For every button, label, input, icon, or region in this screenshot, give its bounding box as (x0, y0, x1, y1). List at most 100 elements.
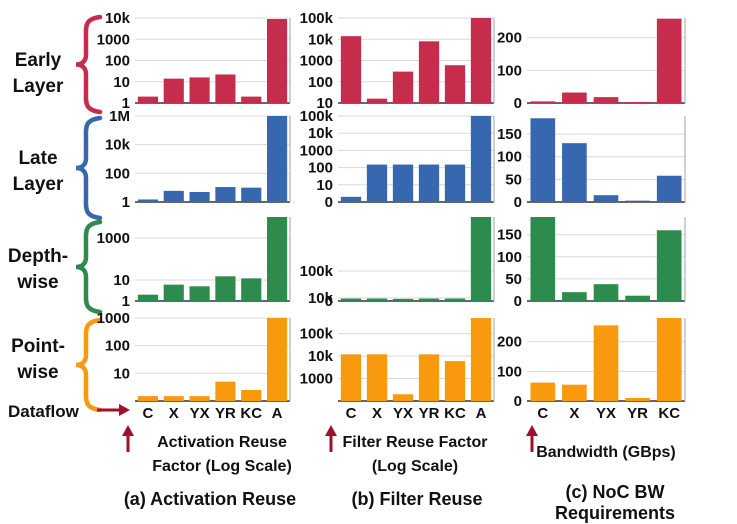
bar-early-c-yr (625, 102, 650, 103)
bar-late-c-yr (625, 200, 650, 202)
row-label-late: Late (18, 148, 57, 169)
bar-depth-c-c (530, 217, 556, 301)
x-tick-label: A (476, 405, 487, 422)
y-tick-label: 100 (105, 338, 130, 355)
bar-depth-a-yx (189, 286, 210, 301)
bar-depth-b-kc (444, 298, 466, 301)
brace-late (75, 115, 103, 221)
bar-late-c-yx (593, 195, 619, 202)
caption-col-2: (c) NoC BW (566, 482, 665, 502)
x-tick-label: YR (215, 405, 236, 422)
bar-point-c-yx (593, 325, 619, 401)
bar-late-a-yr (215, 187, 236, 202)
bar-point-b-yr (418, 354, 440, 401)
caption-col-2: Requirements (555, 503, 675, 523)
y-tick-label: 50 (505, 171, 522, 188)
x-tick-label: X (169, 405, 179, 422)
y-tick-label: 1000 (300, 371, 333, 388)
y-tick-label: 1000 (300, 53, 333, 70)
y-tick-label: 10 (113, 272, 130, 289)
bar-early-a-yr (215, 74, 236, 103)
y-tick-label: 10k (308, 290, 334, 307)
x-tick-label: C (346, 405, 357, 422)
y-tick-label: 200 (497, 30, 522, 47)
activation-up-arrow (122, 425, 134, 452)
bar-depth-a-c (137, 294, 158, 301)
y-tick-label: 10 (316, 177, 333, 194)
bar-early-a-yx (189, 77, 210, 103)
bar-early-c-kc (656, 18, 682, 103)
row-label-early: Early (15, 50, 62, 71)
y-tick-label: 100k (300, 326, 334, 343)
bar-late-c-kc (656, 175, 682, 202)
bar-late-a-yx (189, 191, 210, 202)
bar-early-b-a (470, 18, 492, 103)
bar-depth-c-yr (625, 295, 650, 301)
axis-label-col-2: Bandwidth (GBps) (536, 444, 676, 461)
x-tick-label: X (372, 405, 382, 422)
y-tick-label: 150 (497, 126, 522, 143)
bar-early-c-x (562, 92, 587, 103)
y-tick-label: 100k (300, 263, 334, 280)
row-label-depth: wise (16, 272, 58, 293)
panel-depth-c: 0 50 100 150 (497, 217, 686, 310)
y-tick-label: 50 (505, 271, 522, 288)
y-tick-label: 100k (300, 10, 334, 27)
bar-late-c-c (530, 118, 556, 202)
caption-col-0: (a) Activation Reuse (124, 489, 296, 509)
axis-label-col-1: Filter Reuse Factor (343, 434, 488, 451)
bar-depth-c-x (562, 292, 587, 301)
x-tick-label: C (537, 405, 548, 422)
dataflow-arrow (97, 404, 130, 416)
x-tick-label: YX (596, 405, 616, 422)
brace-depth (75, 219, 103, 315)
y-tick-label: 1000 (97, 310, 130, 327)
bar-early-a-x (163, 78, 184, 103)
bar-late-b-yr (418, 164, 440, 202)
bandwidth-up-arrow (526, 425, 538, 452)
y-tick-label: 100 (497, 363, 522, 380)
y-tick-label: 1000 (97, 230, 130, 247)
bar-depth-c-kc (656, 230, 682, 301)
bar-depth-a-yr (215, 276, 236, 301)
bar-early-a-kc (241, 96, 262, 103)
bar-point-b-c (340, 354, 362, 401)
y-tick-label: 10k (308, 125, 334, 142)
bar-depth-a-x (163, 284, 184, 301)
bar-point-c-yr (625, 398, 650, 401)
brace-early (75, 14, 103, 115)
bar-early-b-yr (418, 41, 440, 103)
bar-point-a-yx (189, 396, 210, 401)
panel-early-c: 0 100 200 (497, 18, 686, 112)
bar-depth-b-yr (418, 298, 440, 301)
axis-label-col-0: Activation Reuse (157, 434, 287, 451)
bar-point-a-x (163, 396, 184, 401)
bar-point-b-x (366, 354, 388, 401)
chart-panels: 110100100010k10100100010k100k01002001100… (97, 10, 686, 422)
bar-early-a-c (137, 96, 158, 103)
y-tick-label: 0 (325, 194, 333, 211)
x-tick-label: KC (658, 405, 680, 422)
column-axis-labels: Activation Reuse Factor (Log Scale) Filter… (152, 434, 676, 475)
y-tick-label: 0 (514, 194, 522, 211)
row-label-late: Layer (13, 174, 64, 195)
bar-point-b-a (470, 318, 492, 401)
y-tick-label: 100 (497, 149, 522, 166)
x-tick-label: C (142, 405, 153, 422)
row-braces (75, 14, 103, 413)
y-tick-label: 100 (308, 160, 333, 177)
y-tick-label: 0 (514, 95, 522, 112)
x-tick-label: YX (393, 405, 413, 422)
bar-depth-a-kc (241, 278, 262, 301)
y-tick-label: 1000 (300, 142, 333, 159)
y-tick-label: 100 (308, 74, 333, 91)
bar-point-a-c (137, 396, 158, 401)
bar-late-b-yx (392, 164, 414, 202)
caption-col-1: (b) Filter Reuse (351, 489, 482, 509)
bar-depth-b-a (470, 217, 492, 301)
y-tick-label: 10 (316, 95, 333, 112)
bar-depth-b-x (366, 298, 388, 301)
bar-point-c-kc (656, 318, 682, 401)
